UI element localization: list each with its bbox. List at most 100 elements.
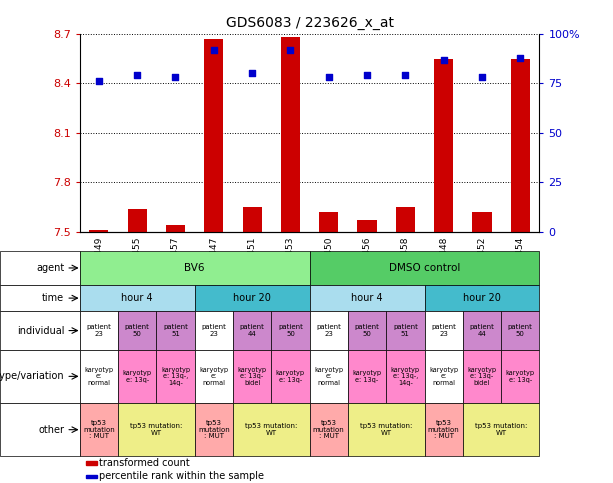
Bar xyxy=(204,39,223,232)
Text: karyotyp
e:
normal: karyotyp e: normal xyxy=(199,367,229,386)
Bar xyxy=(80,350,118,403)
Bar xyxy=(233,403,310,456)
Text: tp53 mutation:
WT: tp53 mutation: WT xyxy=(245,424,297,436)
Text: tp53
mutation
: MUT: tp53 mutation : MUT xyxy=(83,420,115,439)
Bar xyxy=(463,312,501,350)
Text: karyotyp
e:
normal: karyotyp e: normal xyxy=(429,367,459,386)
Bar xyxy=(501,350,539,403)
Bar xyxy=(271,350,310,403)
Text: time: time xyxy=(42,293,64,303)
Text: individual: individual xyxy=(17,326,64,336)
Point xyxy=(362,71,372,79)
Text: hour 4: hour 4 xyxy=(121,293,153,303)
Bar xyxy=(118,350,156,403)
Bar xyxy=(348,350,386,403)
Bar xyxy=(80,285,195,312)
Text: karyotyp
e: 13q-
bidel: karyotyp e: 13q- bidel xyxy=(467,367,497,386)
Bar xyxy=(424,403,463,456)
Point xyxy=(477,73,487,81)
Bar xyxy=(118,312,156,350)
Bar xyxy=(86,461,90,465)
Text: BV6: BV6 xyxy=(185,263,205,273)
Bar xyxy=(473,212,492,232)
Text: patient
50: patient 50 xyxy=(278,324,303,337)
Text: genotype/variation: genotype/variation xyxy=(0,371,64,382)
Text: karyotyp
e:
normal: karyotyp e: normal xyxy=(84,367,113,386)
Bar xyxy=(386,350,424,403)
Bar xyxy=(166,225,185,232)
Bar xyxy=(233,312,271,350)
Bar xyxy=(396,207,415,232)
Text: patient
50: patient 50 xyxy=(124,324,150,337)
Point xyxy=(400,71,410,79)
Bar xyxy=(271,312,310,350)
Text: tp53
mutation
: MUT: tp53 mutation : MUT xyxy=(428,420,460,439)
Text: tp53
mutation
: MUT: tp53 mutation : MUT xyxy=(198,420,230,439)
Text: percentile rank within the sample: percentile rank within the sample xyxy=(99,471,264,482)
Bar xyxy=(463,403,539,456)
Bar xyxy=(195,285,310,312)
Point xyxy=(324,73,333,81)
Title: GDS6083 / 223626_x_at: GDS6083 / 223626_x_at xyxy=(226,16,394,30)
Bar xyxy=(281,37,300,232)
Bar xyxy=(310,403,348,456)
Text: patient
23: patient 23 xyxy=(431,324,456,337)
Bar xyxy=(80,251,310,285)
Bar xyxy=(348,312,386,350)
Point xyxy=(170,73,180,81)
Bar xyxy=(89,230,109,232)
Bar xyxy=(386,312,424,350)
Bar xyxy=(195,403,233,456)
Bar xyxy=(310,312,348,350)
Text: karyotyp
e: 13q-: karyotyp e: 13q- xyxy=(506,370,535,383)
Text: tp53 mutation:
WT: tp53 mutation: WT xyxy=(475,424,527,436)
Bar xyxy=(0,350,80,403)
Bar xyxy=(511,58,530,232)
Text: hour 20: hour 20 xyxy=(463,293,501,303)
Bar xyxy=(310,251,539,285)
Text: patient
23: patient 23 xyxy=(86,324,112,337)
Bar xyxy=(501,312,539,350)
Bar xyxy=(195,350,233,403)
Point xyxy=(439,56,449,63)
Bar xyxy=(0,285,80,312)
Text: patient
23: patient 23 xyxy=(316,324,341,337)
Point xyxy=(286,46,295,54)
Text: DMSO control: DMSO control xyxy=(389,263,460,273)
Text: tp53 mutation:
WT: tp53 mutation: WT xyxy=(130,424,183,436)
Bar xyxy=(319,212,338,232)
Text: patient
50: patient 50 xyxy=(508,324,533,337)
Text: patient
51: patient 51 xyxy=(163,324,188,337)
Bar xyxy=(86,461,97,465)
Text: patient
50: patient 50 xyxy=(354,324,379,337)
Bar xyxy=(424,312,463,350)
Text: karyotyp
e:
normal: karyotyp e: normal xyxy=(314,367,343,386)
Bar xyxy=(86,475,97,478)
Bar xyxy=(156,350,195,403)
Bar xyxy=(310,285,424,312)
Text: karyotyp
e: 13q-: karyotyp e: 13q- xyxy=(276,370,305,383)
Text: transformed count: transformed count xyxy=(99,458,190,468)
Point xyxy=(516,54,525,61)
Bar xyxy=(80,312,118,350)
Bar xyxy=(156,312,195,350)
Text: karyotyp
e: 13q-,
14q-: karyotyp e: 13q-, 14q- xyxy=(390,367,420,386)
Text: tp53 mutation:
WT: tp53 mutation: WT xyxy=(360,424,413,436)
Bar xyxy=(233,350,271,403)
Bar xyxy=(310,350,348,403)
Text: hour 20: hour 20 xyxy=(233,293,271,303)
Text: karyotyp
e: 13q-: karyotyp e: 13q- xyxy=(123,370,152,383)
Text: patient
51: patient 51 xyxy=(393,324,418,337)
Text: agent: agent xyxy=(36,263,64,273)
Bar xyxy=(80,403,118,456)
Bar xyxy=(357,220,376,232)
Point xyxy=(94,77,104,85)
Bar xyxy=(0,312,80,350)
Bar xyxy=(424,350,463,403)
Bar xyxy=(195,312,233,350)
Text: tp53
mutation
: MUT: tp53 mutation : MUT xyxy=(313,420,345,439)
Text: hour 4: hour 4 xyxy=(351,293,383,303)
Bar xyxy=(0,403,80,456)
Bar xyxy=(243,207,262,232)
Point xyxy=(247,70,257,77)
